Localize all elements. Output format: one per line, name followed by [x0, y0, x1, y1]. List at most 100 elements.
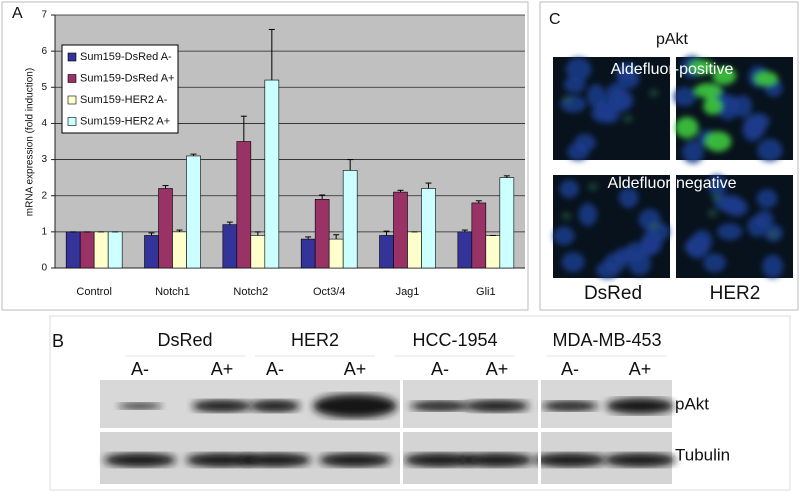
group-label: DsRed: [157, 330, 212, 350]
group-label: MDA-MB-453: [552, 330, 661, 350]
x-tick-label: Oct3/4: [313, 286, 345, 298]
nucleus: [686, 234, 709, 259]
bar: [65, 231, 81, 269]
nucleus: [743, 114, 767, 138]
nucleus: [757, 138, 783, 162]
error-bar: [475, 200, 482, 203]
bar: [172, 231, 187, 269]
bar: [79, 231, 95, 269]
group-label: HCC-1954: [412, 330, 497, 350]
cells: [684, 174, 784, 279]
stain: [562, 95, 573, 104]
legend-box: [61, 44, 179, 134]
legend-swatch: [67, 117, 77, 126]
stain: [688, 59, 715, 75]
band: [186, 453, 258, 467]
nucleus: [733, 95, 753, 118]
blot-bands: [104, 394, 676, 467]
cells: [560, 57, 659, 161]
panel-title: pAkt: [656, 31, 689, 48]
y-tick-label: 0: [41, 263, 47, 274]
bar: [300, 238, 316, 269]
error-bar: [226, 221, 233, 225]
band: [250, 400, 300, 412]
band: [534, 453, 606, 467]
stain: [561, 212, 572, 221]
bar: [328, 238, 344, 269]
bar: [471, 202, 487, 269]
column-label: HER2: [710, 283, 761, 304]
panel-c: C pAkt Aldefluor-positive Aldefluor-nega…: [549, 11, 793, 304]
bar: [222, 224, 238, 269]
group-label: HER2: [291, 330, 339, 350]
stain: [768, 230, 779, 239]
nucleus: [762, 254, 784, 279]
band: [542, 401, 598, 411]
column-label: DsRed: [584, 283, 642, 304]
blot-separator: [400, 378, 403, 486]
legend: Sum159-DsRed A- Sum159-DsRed A+ Sum159-HER…: [61, 44, 179, 134]
bar: [186, 155, 201, 269]
stain: [703, 97, 722, 115]
error-bar: [254, 231, 261, 236]
stain: [711, 193, 722, 202]
x-tick-label: Jag1: [396, 286, 420, 298]
lane-label: A-: [561, 359, 579, 379]
nucleus: [609, 89, 634, 111]
band: [313, 394, 397, 418]
nucleus: [640, 237, 659, 256]
lane-label: A+: [486, 359, 509, 379]
cells: [553, 179, 670, 279]
nucleus: [561, 252, 585, 273]
nucleus: [559, 179, 580, 199]
lane-label: A-: [131, 359, 149, 379]
nucleus: [756, 189, 778, 209]
bar: [107, 231, 123, 269]
bar: [407, 231, 422, 269]
lane-label: A+: [211, 359, 234, 379]
y-tick-label: 1: [41, 226, 47, 237]
error-bar: [319, 194, 326, 200]
bar: [457, 231, 473, 269]
band: [118, 403, 162, 409]
stain: [694, 83, 722, 99]
nucleus: [591, 104, 615, 123]
row-label: Aldefluor-negative: [608, 175, 737, 192]
bar: [421, 188, 436, 269]
y-tick-label: 3: [41, 154, 47, 165]
x-tick-label: Control: [76, 286, 111, 298]
stain: [648, 88, 659, 97]
nucleus: [596, 261, 620, 279]
stain: [754, 71, 779, 86]
bar: [264, 79, 280, 269]
error-bar: [305, 236, 312, 240]
nucleus: [754, 210, 774, 229]
panel-label: A: [12, 5, 23, 22]
error-bar: [461, 229, 468, 232]
error-bar: [162, 185, 169, 189]
micrographs: [553, 55, 793, 279]
y-tick-label: 5: [41, 82, 47, 93]
panel-a: A mRNA expression (fold induction) 0 1 2 3 4…: [12, 5, 525, 298]
nucleus: [707, 174, 727, 197]
error-bar: [176, 229, 183, 232]
y-axis-label: mRNA expression (fold induction): [25, 68, 36, 216]
legend-swatch: [67, 74, 77, 83]
nucleus: [682, 140, 704, 164]
row-label: pAkt: [675, 394, 709, 413]
panel-label: B: [52, 331, 64, 351]
nucleus: [563, 76, 586, 94]
error-bar: [240, 115, 247, 142]
error-bar: [148, 232, 155, 236]
bar: [158, 188, 173, 269]
error-bar: [383, 230, 390, 236]
bar: [250, 235, 266, 269]
band: [410, 401, 470, 411]
stain: [622, 114, 633, 123]
band: [604, 453, 676, 467]
nucleus: [578, 203, 598, 227]
nucleus: [703, 253, 726, 273]
error-bar: [333, 234, 340, 240]
